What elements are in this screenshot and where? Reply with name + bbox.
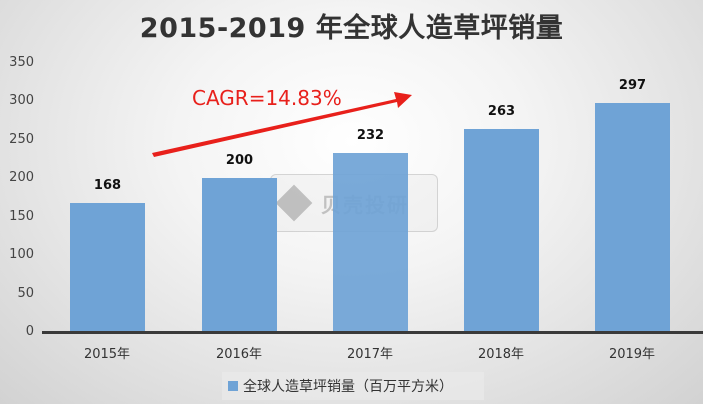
value-label: 263 xyxy=(487,104,516,119)
value-label: 232 xyxy=(356,128,385,143)
y-tick: 300 xyxy=(9,93,34,108)
value-label: 297 xyxy=(618,78,647,93)
value-label: 200 xyxy=(225,153,254,168)
y-tick: 50 xyxy=(17,286,34,301)
bar-2016 xyxy=(202,178,277,332)
watermark-logo-icon xyxy=(275,184,313,222)
bar-2019 xyxy=(595,103,670,332)
y-tick: 350 xyxy=(9,55,34,70)
x-axis-line xyxy=(42,331,703,334)
y-tick: 200 xyxy=(9,170,34,185)
bar-2018 xyxy=(464,129,539,332)
y-tick: 0 xyxy=(25,324,34,339)
legend: 全球人造草坪销量（百万平方米） xyxy=(222,372,484,400)
legend-swatch-icon xyxy=(228,381,238,391)
bar-2015 xyxy=(70,203,145,332)
x-label: 2015年 xyxy=(83,347,131,362)
chart-title: 2015-2019 年全球人造草坪销量 xyxy=(139,13,564,44)
y-tick: 250 xyxy=(9,132,34,147)
x-label: 2018年 xyxy=(477,347,525,362)
cagr-annotation: CAGR=14.83% xyxy=(192,86,342,110)
y-tick: 150 xyxy=(9,209,34,224)
x-label: 2016年 xyxy=(215,347,263,362)
legend-label: 全球人造草坪销量（百万平方米） xyxy=(243,379,453,395)
value-label: 168 xyxy=(93,178,122,193)
x-label: 2019年 xyxy=(608,347,656,362)
x-label: 2017年 xyxy=(346,347,394,362)
y-tick: 100 xyxy=(9,247,34,262)
bar-2017 xyxy=(333,153,408,332)
